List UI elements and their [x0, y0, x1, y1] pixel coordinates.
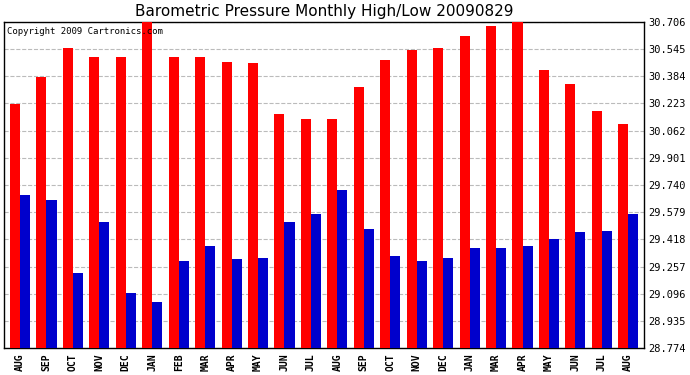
Bar — [539, 70, 549, 348]
Bar — [63, 48, 73, 348]
Bar — [46, 200, 57, 348]
Bar — [73, 273, 83, 348]
Bar — [380, 60, 391, 348]
Bar — [513, 21, 522, 348]
Bar — [142, 20, 152, 348]
Bar — [179, 261, 189, 348]
Bar — [470, 248, 480, 348]
Bar — [10, 104, 20, 348]
Bar — [168, 57, 179, 348]
Bar — [275, 114, 284, 348]
Bar — [116, 57, 126, 348]
Bar — [618, 124, 629, 348]
Bar — [311, 214, 321, 348]
Title: Barometric Pressure Monthly High/Low 20090829: Barometric Pressure Monthly High/Low 200… — [135, 4, 513, 19]
Bar — [443, 258, 453, 348]
Bar — [284, 222, 295, 348]
Bar — [20, 195, 30, 348]
Bar — [37, 77, 46, 348]
Bar — [258, 258, 268, 348]
Bar — [549, 239, 559, 348]
Bar — [205, 246, 215, 348]
Bar — [496, 248, 506, 348]
Bar — [406, 50, 417, 348]
Bar — [354, 87, 364, 348]
Bar — [417, 261, 427, 348]
Bar — [391, 256, 400, 348]
Bar — [248, 63, 258, 348]
Bar — [195, 57, 205, 348]
Bar — [152, 302, 162, 348]
Bar — [89, 57, 99, 348]
Bar — [99, 222, 110, 348]
Bar — [126, 293, 136, 348]
Bar — [364, 229, 374, 348]
Bar — [592, 111, 602, 348]
Bar — [522, 246, 533, 348]
Bar — [337, 190, 348, 348]
Bar — [629, 214, 638, 348]
Bar — [221, 62, 232, 348]
Bar — [486, 26, 496, 348]
Bar — [460, 36, 470, 348]
Bar — [301, 119, 311, 348]
Bar — [565, 84, 575, 348]
Bar — [327, 119, 337, 348]
Text: Copyright 2009 Cartronics.com: Copyright 2009 Cartronics.com — [8, 27, 164, 36]
Bar — [602, 231, 612, 348]
Bar — [575, 232, 585, 348]
Bar — [232, 260, 241, 348]
Bar — [433, 48, 443, 348]
